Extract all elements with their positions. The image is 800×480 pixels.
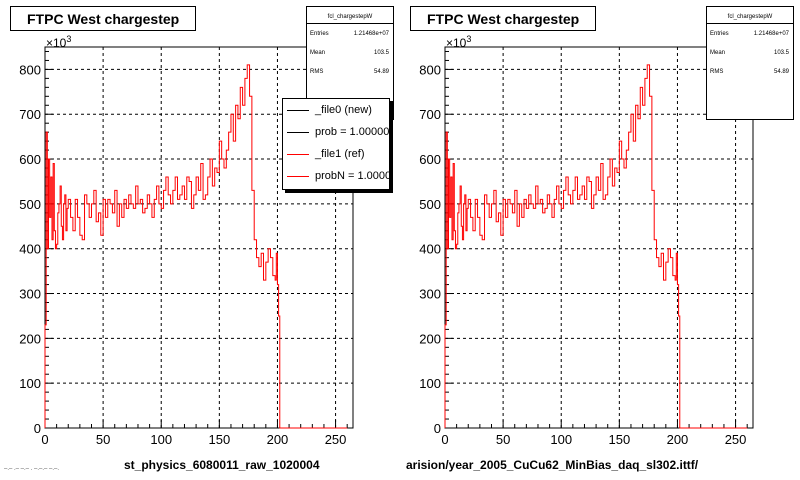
y-tick-label: 300 bbox=[419, 287, 441, 302]
stats-row-rms: RMS 54.89 bbox=[710, 69, 789, 75]
y-tick-label: 200 bbox=[419, 331, 441, 346]
series-line bbox=[44, 64, 348, 429]
y-tick-label: 700 bbox=[419, 107, 441, 122]
x-tick-label: 200 bbox=[667, 432, 689, 447]
plot-frame bbox=[444, 46, 754, 429]
y-tick-label: 700 bbox=[19, 107, 41, 122]
chart-svg-left: 0 50 100 150 200 250 0 100 200 300 400 500 600 700 800 bbox=[19, 46, 354, 447]
legend-swatch bbox=[287, 131, 309, 133]
x-tick-label: 100 bbox=[150, 432, 172, 447]
y-tick-label: 400 bbox=[19, 242, 41, 257]
legend-swatch bbox=[287, 109, 309, 111]
series-line bbox=[444, 64, 748, 429]
x-tick-label: 50 bbox=[96, 432, 110, 447]
legend: _file0 (new) prob = 1.000000 _file1 (ref… bbox=[282, 98, 390, 190]
x-tick-label: 250 bbox=[725, 432, 747, 447]
y-tick-label: 500 bbox=[19, 197, 41, 212]
y-exponent-label: ×103 bbox=[446, 34, 472, 50]
y-tick-label: 400 bbox=[419, 242, 441, 257]
legend-entry: prob = 1.000000 bbox=[283, 121, 389, 143]
chart-title: FTPC West chargestep bbox=[10, 6, 197, 31]
stats-row-entries: Entries 1.21468e+07 bbox=[310, 31, 389, 37]
y-tick-label: 0 bbox=[434, 421, 441, 436]
y-tick-label: 800 bbox=[419, 62, 441, 77]
stats-name: fcl_chargestepW bbox=[707, 7, 793, 24]
y-tick-label: 600 bbox=[419, 152, 441, 167]
stats-row-mean: Mean 103.5 bbox=[710, 50, 789, 56]
x-tick-label: 150 bbox=[208, 432, 230, 447]
y-tick-label: 200 bbox=[19, 331, 41, 346]
x-axis-label: st_physics_6080011_raw_1020004 bbox=[124, 458, 320, 472]
stats-row-rms: RMS 54.89 bbox=[310, 69, 389, 75]
y-tick-label: 600 bbox=[19, 152, 41, 167]
x-tick-label: 250 bbox=[325, 432, 347, 447]
chart-svg-right: 0 50 100 150 200 250 0 100 200 300 400 500 600 700 800 bbox=[419, 46, 754, 447]
legend-entry: _file0 (new) bbox=[283, 99, 389, 121]
y-tick-label: 100 bbox=[19, 376, 41, 391]
legend-swatch bbox=[287, 175, 309, 177]
plot-frame bbox=[44, 46, 354, 429]
legend-entry: probN = 1.000000 bbox=[283, 165, 389, 187]
y-tick-label: 500 bbox=[419, 197, 441, 212]
y-tick-label: 300 bbox=[19, 287, 41, 302]
y-tick-label: 100 bbox=[419, 376, 441, 391]
x-tick-label: 50 bbox=[496, 432, 510, 447]
chart-panel-right: 0 50 100 150 200 250 0 100 200 300 400 500 600 700 800… bbox=[400, 0, 800, 480]
x-tick-label: 100 bbox=[550, 432, 572, 447]
y-tick-label: 0 bbox=[34, 421, 41, 436]
y-tick-label: 800 bbox=[19, 62, 41, 77]
stats-row-mean: Mean 103.5 bbox=[310, 50, 389, 56]
footer-text: –.– .– –.– . –.–.– –.–. bbox=[4, 466, 60, 472]
stats-box: fcl_chargestepW Entries 1.21468e+07 Mean 1… bbox=[706, 6, 794, 120]
x-tick-label: 200 bbox=[267, 432, 289, 447]
legend-entry: _file1 (ref) bbox=[283, 143, 389, 165]
y-exponent-label: ×103 bbox=[46, 34, 72, 50]
chart-title: FTPC West chargestep bbox=[410, 6, 597, 31]
x-axis-label: arision/year_2005_CuCu62_MinBias_daq_sl3… bbox=[406, 458, 699, 472]
stats-row-entries: Entries 1.21468e+07 bbox=[710, 31, 789, 37]
x-tick-label: 0 bbox=[41, 432, 48, 447]
x-tick-label: 150 bbox=[608, 432, 630, 447]
x-tick-label: 0 bbox=[441, 432, 448, 447]
legend-swatch bbox=[287, 153, 309, 155]
chart-panel-left: 0 50 100 150 200 250 0 100 200 300 400 500 600 700 800… bbox=[10, 6, 394, 472]
stats-name: fcl_chargestepW bbox=[307, 7, 393, 24]
